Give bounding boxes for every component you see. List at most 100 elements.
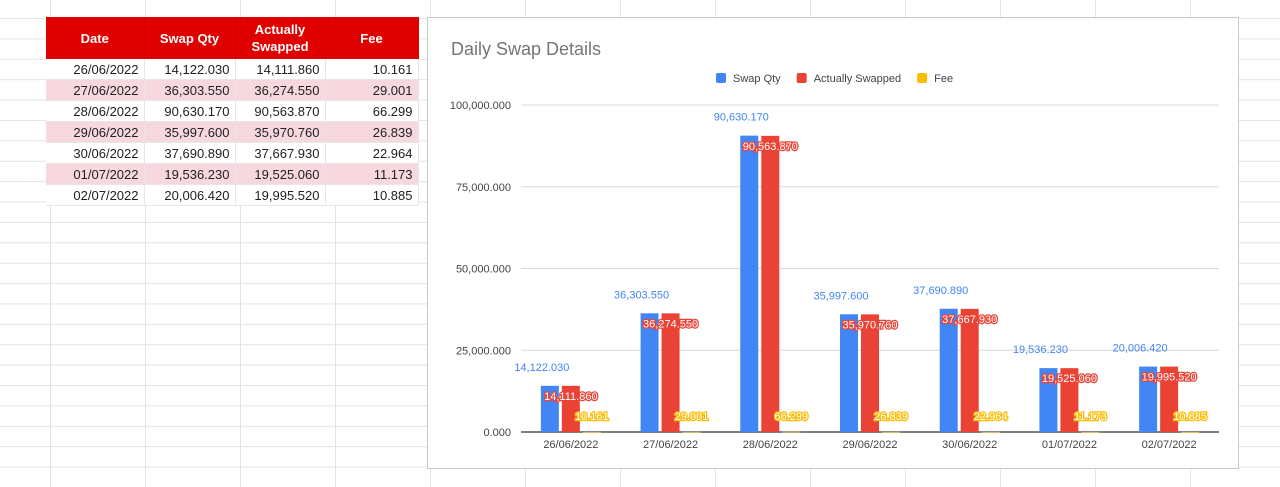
cell-swap-qty[interactable]: 36,303.550 bbox=[144, 79, 236, 101]
bar-fee bbox=[882, 431, 900, 433]
cell-swap-qty[interactable]: 37,690.890 bbox=[144, 142, 236, 164]
data-label-actually-swapped: 19,995.520 bbox=[1142, 372, 1197, 384]
cell-actually-swapped[interactable]: 37,667.930 bbox=[235, 142, 326, 164]
data-label-fee: 26.839 bbox=[874, 411, 908, 423]
cell-fee[interactable]: 22.964 bbox=[325, 142, 419, 164]
chart-title: Daily Swap Details bbox=[451, 39, 601, 59]
x-tick-label: 29/06/2022 bbox=[842, 439, 897, 451]
bar-fee bbox=[1081, 431, 1100, 433]
data-label-swap-qty: 37,690.890 bbox=[913, 285, 968, 297]
data-label-fee: 22.964 bbox=[974, 411, 1008, 423]
data-label-swap-qty: 36,303.550 bbox=[614, 289, 669, 301]
bar-actually-swapped bbox=[960, 308, 979, 432]
data-label-actually-swapped: 36,274.550 bbox=[643, 318, 698, 330]
y-tick-label: 100,000.000 bbox=[450, 100, 511, 112]
y-tick-label: 75,000.000 bbox=[456, 182, 511, 194]
cell-date[interactable]: 26/06/2022 bbox=[46, 59, 145, 80]
cell-date[interactable]: 28/06/2022 bbox=[46, 100, 145, 122]
bar-swap-qty bbox=[939, 308, 958, 432]
bar-actually-swapped bbox=[1060, 368, 1079, 432]
cell-date[interactable]: 29/06/2022 bbox=[46, 121, 145, 143]
cell-date[interactable]: 27/06/2022 bbox=[46, 79, 145, 101]
cell-fee[interactable]: 29.001 bbox=[325, 79, 419, 101]
bar-actually-swapped bbox=[861, 314, 879, 432]
data-label-fee: 29.001 bbox=[675, 411, 709, 423]
x-tick-label: 28/06/2022 bbox=[743, 439, 798, 451]
table-header-row: Date Swap Qty Actually Swapped Fee bbox=[46, 17, 419, 59]
bar-swap-qty bbox=[540, 385, 559, 432]
bar-fee bbox=[582, 431, 601, 433]
header-fee[interactable]: Fee bbox=[325, 17, 419, 59]
header-actually-swapped[interactable]: Actually Swapped bbox=[235, 17, 326, 59]
data-label-swap-qty: 14,122.030 bbox=[514, 362, 569, 374]
bar-fee bbox=[1181, 431, 1200, 433]
cell-actually-swapped[interactable]: 19,995.520 bbox=[235, 184, 326, 206]
legend-label-1: Actually Swapped bbox=[814, 73, 901, 85]
data-label-swap-qty: 19,536.230 bbox=[1013, 344, 1068, 356]
cell-fee[interactable]: 11.173 bbox=[325, 163, 419, 185]
bar-fee bbox=[682, 431, 701, 433]
cell-actually-swapped[interactable]: 14,111.860 bbox=[235, 59, 326, 80]
x-tick-label: 30/06/2022 bbox=[942, 439, 997, 451]
cell-swap-qty[interactable]: 19,536.230 bbox=[144, 163, 236, 185]
data-label-swap-qty: 20,006.420 bbox=[1113, 343, 1168, 355]
data-label-fee: 10.885 bbox=[1173, 411, 1207, 423]
y-tick-label: 0.000 bbox=[483, 427, 511, 439]
bar-swap-qty bbox=[640, 313, 659, 432]
swap-data-table: Date Swap Qty Actually Swapped Fee 26/06… bbox=[46, 17, 419, 206]
cell-fee[interactable]: 10.885 bbox=[325, 184, 419, 206]
legend-label-0: Swap Qty bbox=[733, 73, 781, 85]
x-tick-label: 02/07/2022 bbox=[1142, 439, 1197, 451]
data-label-actually-swapped: 14,111.860 bbox=[544, 391, 597, 403]
cell-swap-qty[interactable]: 14,122.030 bbox=[144, 59, 236, 80]
x-tick-label: 01/07/2022 bbox=[1042, 439, 1097, 451]
cell-actually-swapped[interactable]: 90,563.870 bbox=[235, 100, 326, 122]
table-row: 30/06/2022 37,690.890 37,667.930 22.964 bbox=[46, 142, 419, 164]
x-tick-label: 27/06/2022 bbox=[643, 439, 698, 451]
cell-actually-swapped[interactable]: 35,970.760 bbox=[235, 121, 326, 143]
bar-swap-qty bbox=[740, 135, 759, 432]
cell-fee[interactable]: 66.299 bbox=[325, 100, 419, 122]
data-label-swap-qty: 35,997.600 bbox=[813, 290, 868, 302]
bar-actually-swapped bbox=[661, 313, 680, 432]
bar-fee bbox=[782, 431, 801, 433]
bar-actually-swapped bbox=[1160, 366, 1179, 432]
y-tick-label: 50,000.000 bbox=[456, 264, 511, 276]
data-label-actually-swapped: 37,667.930 bbox=[942, 314, 997, 326]
bar-swap-qty bbox=[840, 314, 858, 432]
table-row: 01/07/2022 19,536.230 19,525.060 11.173 bbox=[46, 163, 419, 185]
chart-canvas: Daily Swap Details Swap Qty Actually Swapp… bbox=[450, 39, 1219, 451]
y-tick-label: 25,000.000 bbox=[456, 345, 511, 357]
data-label-actually-swapped: 19,525.060 bbox=[1042, 373, 1097, 385]
bar-fee bbox=[981, 431, 1000, 433]
cell-actually-swapped[interactable]: 36,274.550 bbox=[235, 79, 326, 101]
header-date[interactable]: Date bbox=[46, 17, 145, 59]
data-label-actually-swapped: 90,563.870 bbox=[743, 141, 798, 153]
cell-date[interactable]: 02/07/2022 bbox=[46, 184, 145, 206]
header-swap-qty[interactable]: Swap Qty bbox=[144, 17, 236, 59]
embedded-chart[interactable]: Daily Swap Details Swap Qty Actually Swapp… bbox=[427, 17, 1239, 469]
bar-swap-qty bbox=[1139, 366, 1158, 432]
data-label-actually-swapped: 35,970.760 bbox=[842, 319, 897, 331]
table-row: 29/06/2022 35,997.600 35,970.760 26.839 bbox=[46, 121, 419, 143]
cell-swap-qty[interactable]: 90,630.170 bbox=[144, 100, 236, 122]
bar-actually-swapped bbox=[561, 385, 580, 432]
bar-actually-swapped bbox=[761, 135, 780, 432]
legend-swatch-1 bbox=[796, 73, 807, 83]
table-row: 27/06/2022 36,303.550 36,274.550 29.001 bbox=[46, 79, 419, 101]
cell-swap-qty[interactable]: 35,997.600 bbox=[144, 121, 236, 143]
table-row: 28/06/2022 90,630.170 90,563.870 66.299 bbox=[46, 100, 419, 122]
x-tick-label: 26/06/2022 bbox=[543, 439, 598, 451]
data-label-fee: 66.299 bbox=[774, 411, 808, 423]
legend-swatch-0 bbox=[716, 73, 726, 83]
data-label-swap-qty: 90,630.170 bbox=[714, 112, 769, 124]
cell-fee[interactable]: 10.161 bbox=[325, 59, 419, 80]
legend-swatch-2 bbox=[917, 73, 928, 83]
cell-fee[interactable]: 26.839 bbox=[325, 121, 419, 143]
cell-date[interactable]: 01/07/2022 bbox=[46, 163, 145, 185]
cell-swap-qty[interactable]: 20,006.420 bbox=[144, 184, 236, 206]
data-label-fee: 11.173 bbox=[1074, 411, 1107, 423]
cell-actually-swapped[interactable]: 19,525.060 bbox=[235, 163, 326, 185]
cell-date[interactable]: 30/06/2022 bbox=[46, 142, 145, 164]
legend-label-2: Fee bbox=[934, 73, 953, 85]
